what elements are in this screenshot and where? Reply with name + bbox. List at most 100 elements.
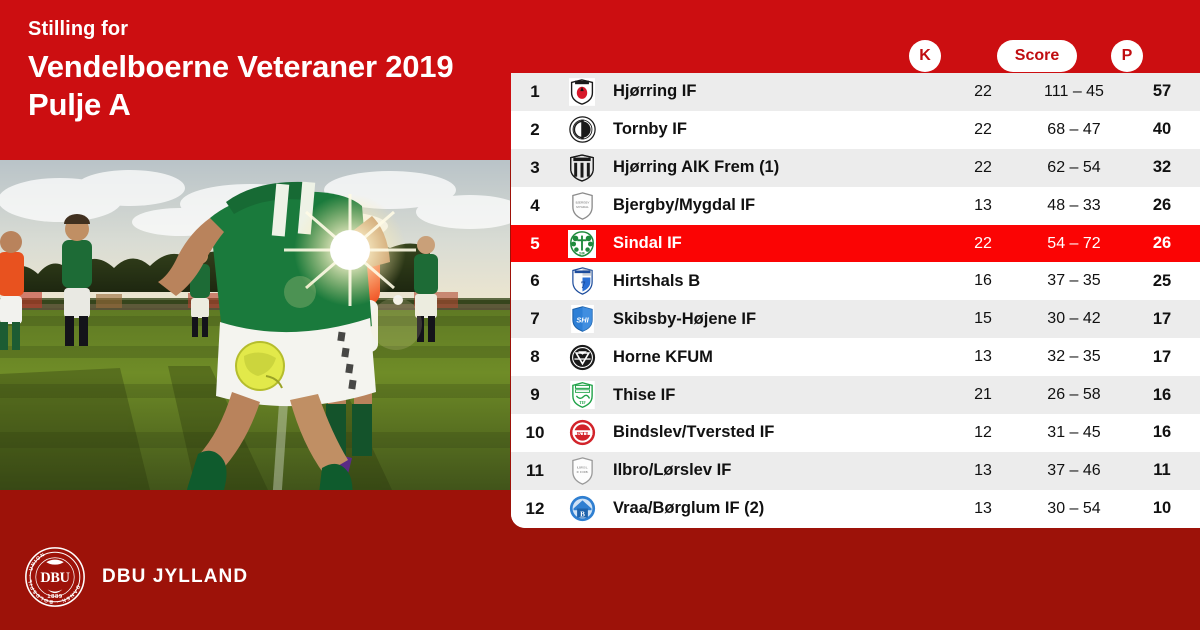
crest-thise-if-icon: TIF [559, 381, 605, 410]
row-points: 25 [1152, 271, 1172, 290]
row-team-name[interactable]: Sindal IF [613, 234, 682, 252]
row-matches-played: 13 [974, 499, 992, 517]
row-points: 26 [1152, 234, 1172, 252]
row-goal-score: 32 – 35 [1047, 348, 1101, 366]
hero-photo [0, 160, 510, 490]
crest-bjergby-mygdal-if-icon: BJERGBY MYGDAL [559, 191, 605, 220]
row-position: 10 [525, 422, 545, 442]
table-row[interactable]: 6 7 Hirtshals B 16 37 – 35 25 [511, 262, 1200, 301]
table-row[interactable]: 5 SIF Sindal IF 22 54 – 72 26 [511, 224, 1200, 263]
row-team-name[interactable]: Tornby IF [613, 120, 687, 139]
row-goal-score: 37 – 35 [1047, 272, 1101, 290]
brand-lockup: DANSK · BOLDSPIL · UNION DBU 1889 DBU JY… [24, 546, 248, 608]
svg-text:SHI: SHI [576, 316, 589, 325]
row-position: 2 [530, 119, 540, 139]
row-points: 11 [1153, 461, 1171, 480]
kicker-text: Stilling for [28, 18, 129, 40]
row-goal-score: 30 – 42 [1047, 310, 1101, 328]
table-row[interactable]: 7 SHI Skibsby-Højene IF 15 30 – 42 17 [511, 300, 1200, 339]
row-points: 17 [1152, 309, 1172, 328]
table-row[interactable]: 11 ILBRO/L. IF FODB. Ilbro/Lørslev IF 13 37 –… [511, 451, 1200, 490]
row-goal-score: 54 – 72 [1047, 234, 1101, 252]
crest-hjoerring-if-icon [559, 78, 605, 106]
row-position: 7 [530, 309, 540, 329]
crest-bindslev-tversted-if-icon: BTI [559, 419, 605, 446]
row-goal-score: 111 – 45 [1044, 82, 1104, 100]
table-row[interactable]: 1 Hjørring IF 22 111 – 45 57 [511, 73, 1200, 111]
row-position: 1 [530, 81, 540, 101]
column-header-score: Score [997, 40, 1077, 72]
svg-text:IF FODB.: IF FODB. [576, 470, 588, 474]
crest-hjoerring-aik-frem-icon [559, 154, 605, 182]
page-title-line2: Pulje A [28, 87, 131, 122]
row-position: 6 [530, 271, 540, 291]
row-position: 3 [530, 157, 540, 177]
row-points: 57 [1152, 82, 1172, 101]
row-position: 11 [526, 460, 544, 480]
svg-text:BTI: BTI [576, 432, 588, 439]
row-matches-played: 22 [974, 82, 992, 100]
svg-text:ILBRO/L.: ILBRO/L. [576, 465, 588, 469]
crest-sindal-if-icon: SIF [559, 229, 605, 258]
row-team-name[interactable]: Bjergby/Mygdal IF [613, 196, 756, 215]
crest-vraa-boerglum-if-icon: B [559, 495, 605, 522]
row-position: 12 [525, 498, 545, 518]
row-goal-score: 62 – 54 [1047, 158, 1101, 176]
row-goal-score: 68 – 47 [1047, 120, 1101, 138]
row-matches-played: 13 [974, 348, 992, 366]
crest-skibsby-hoejene-if-icon: SHI [559, 305, 605, 334]
row-matches-played: 13 [974, 196, 992, 214]
row-points: 10 [1152, 499, 1172, 518]
row-goal-score: 30 – 54 [1047, 499, 1101, 517]
table-row[interactable]: 2 Tornby IF 22 68 – 47 40 [511, 110, 1200, 149]
row-matches-played: 21 [974, 386, 992, 404]
row-position: 4 [530, 195, 540, 215]
row-matches-played: 13 [974, 461, 992, 479]
row-matches-played: 22 [974, 120, 992, 138]
crest-hirtshals-b-icon: 7 [559, 267, 605, 296]
svg-text:BJERGBY: BJERGBY [575, 200, 589, 204]
row-points: 26 [1152, 196, 1172, 215]
row-team-name[interactable]: Horne KFUM [613, 347, 713, 366]
row-team-name[interactable]: Bindslev/Tversted IF [613, 423, 775, 442]
table-row[interactable]: 3 Hjørring AIK Frem (1) 22 62 – 54 32 [511, 148, 1200, 187]
row-position: 8 [530, 347, 540, 367]
row-matches-played: 22 [974, 234, 992, 252]
table-row[interactable]: 4 BJERGBY MYGDAL Bjergby/Mygdal IF 13 48 – 33… [511, 186, 1200, 225]
svg-text:TIF: TIF [579, 400, 586, 405]
page-title: Vendelboerne Veteraner 2019 Pulje A [28, 48, 568, 124]
table-row[interactable]: 10 BTI Bindslev/Tversted IF 12 31 – 45 16 [511, 414, 1200, 452]
row-points: 16 [1152, 423, 1172, 442]
row-team-name[interactable]: Hjørring AIK Frem (1) [613, 158, 780, 177]
row-team-name[interactable]: Vraa/Børglum IF (2) [613, 499, 765, 518]
column-header-k: K [909, 40, 941, 72]
row-goal-score: 37 – 46 [1047, 461, 1101, 479]
svg-text:B: B [580, 511, 585, 519]
row-team-name[interactable]: Thise IF [613, 385, 676, 404]
table-row[interactable]: 9 TIF Thise IF 21 26 – 58 16 [511, 376, 1200, 415]
svg-text:MYGDAL: MYGDAL [576, 204, 589, 208]
row-team-name[interactable]: Skibsby-Højene IF [613, 309, 757, 328]
dbu-seal-logo-icon: DANSK · BOLDSPIL · UNION DBU 1889 [24, 546, 86, 608]
row-points: 17 [1152, 347, 1172, 366]
brand-name: DBU JYLLAND [102, 566, 249, 587]
row-goal-score: 48 – 33 [1047, 196, 1101, 214]
row-position: 9 [530, 385, 540, 405]
row-points: 40 [1152, 120, 1172, 139]
table-column-headers: K Score P [511, 40, 1200, 73]
table-row[interactable]: 8 Horne KFUM 13 32 – 35 17 [511, 338, 1200, 377]
column-header-p: P [1111, 40, 1143, 72]
row-matches-played: 22 [974, 158, 992, 176]
row-matches-played: 15 [974, 310, 992, 328]
row-team-name[interactable]: Hjørring IF [613, 82, 697, 101]
row-matches-played: 16 [974, 272, 992, 290]
row-matches-played: 12 [974, 423, 992, 441]
table-row[interactable]: 12 B Vraa/Børglum IF (2) 13 30 – 54 10 [511, 489, 1200, 528]
row-points: 16 [1152, 385, 1172, 404]
row-team-name[interactable]: Ilbro/Lørslev IF [613, 461, 732, 480]
svg-text:SIF: SIF [579, 251, 586, 255]
row-team-name[interactable]: Hirtshals B [613, 271, 701, 290]
svg-text:DBU: DBU [40, 570, 69, 586]
svg-text:7: 7 [580, 280, 585, 291]
